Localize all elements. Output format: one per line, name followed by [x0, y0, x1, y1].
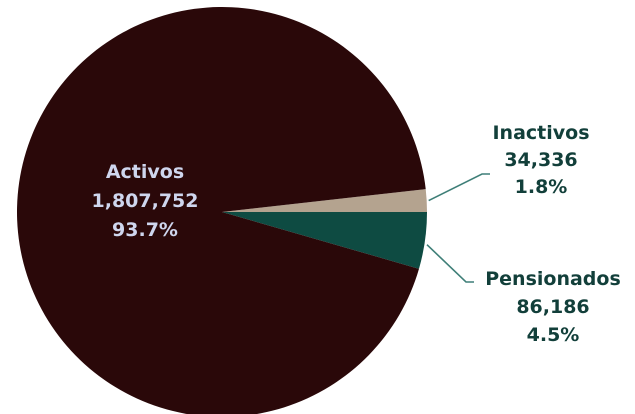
label-pensionados-percent: 4.5% [527, 324, 580, 346]
label-activos-name: Activos [106, 161, 184, 183]
label-pensionados: Pensionados 86,186 4.5% [485, 268, 621, 346]
pie-slices [17, 7, 427, 414]
label-inactivos-percent: 1.8% [515, 176, 568, 198]
pie-slice-pensionados [222, 212, 427, 269]
label-activos-percent: 93.7% [112, 219, 178, 241]
label-pensionados-name: Pensionados [485, 268, 621, 290]
leader-lines [426, 173, 490, 283]
label-activos-value: 1,807,752 [92, 190, 199, 212]
leader-line-pensionados [426, 244, 474, 283]
leader-line-inactivos [428, 173, 490, 202]
label-inactivos-value: 34,336 [504, 149, 577, 171]
pie-slice-inactivos [222, 189, 427, 212]
label-activos: Activos 1,807,752 93.7% [92, 161, 199, 241]
label-inactivos: Inactivos 34,336 1.8% [492, 122, 589, 198]
pie-slice-activos [17, 7, 426, 414]
label-pensionados-value: 86,186 [516, 296, 589, 318]
label-inactivos-name: Inactivos [492, 122, 589, 144]
